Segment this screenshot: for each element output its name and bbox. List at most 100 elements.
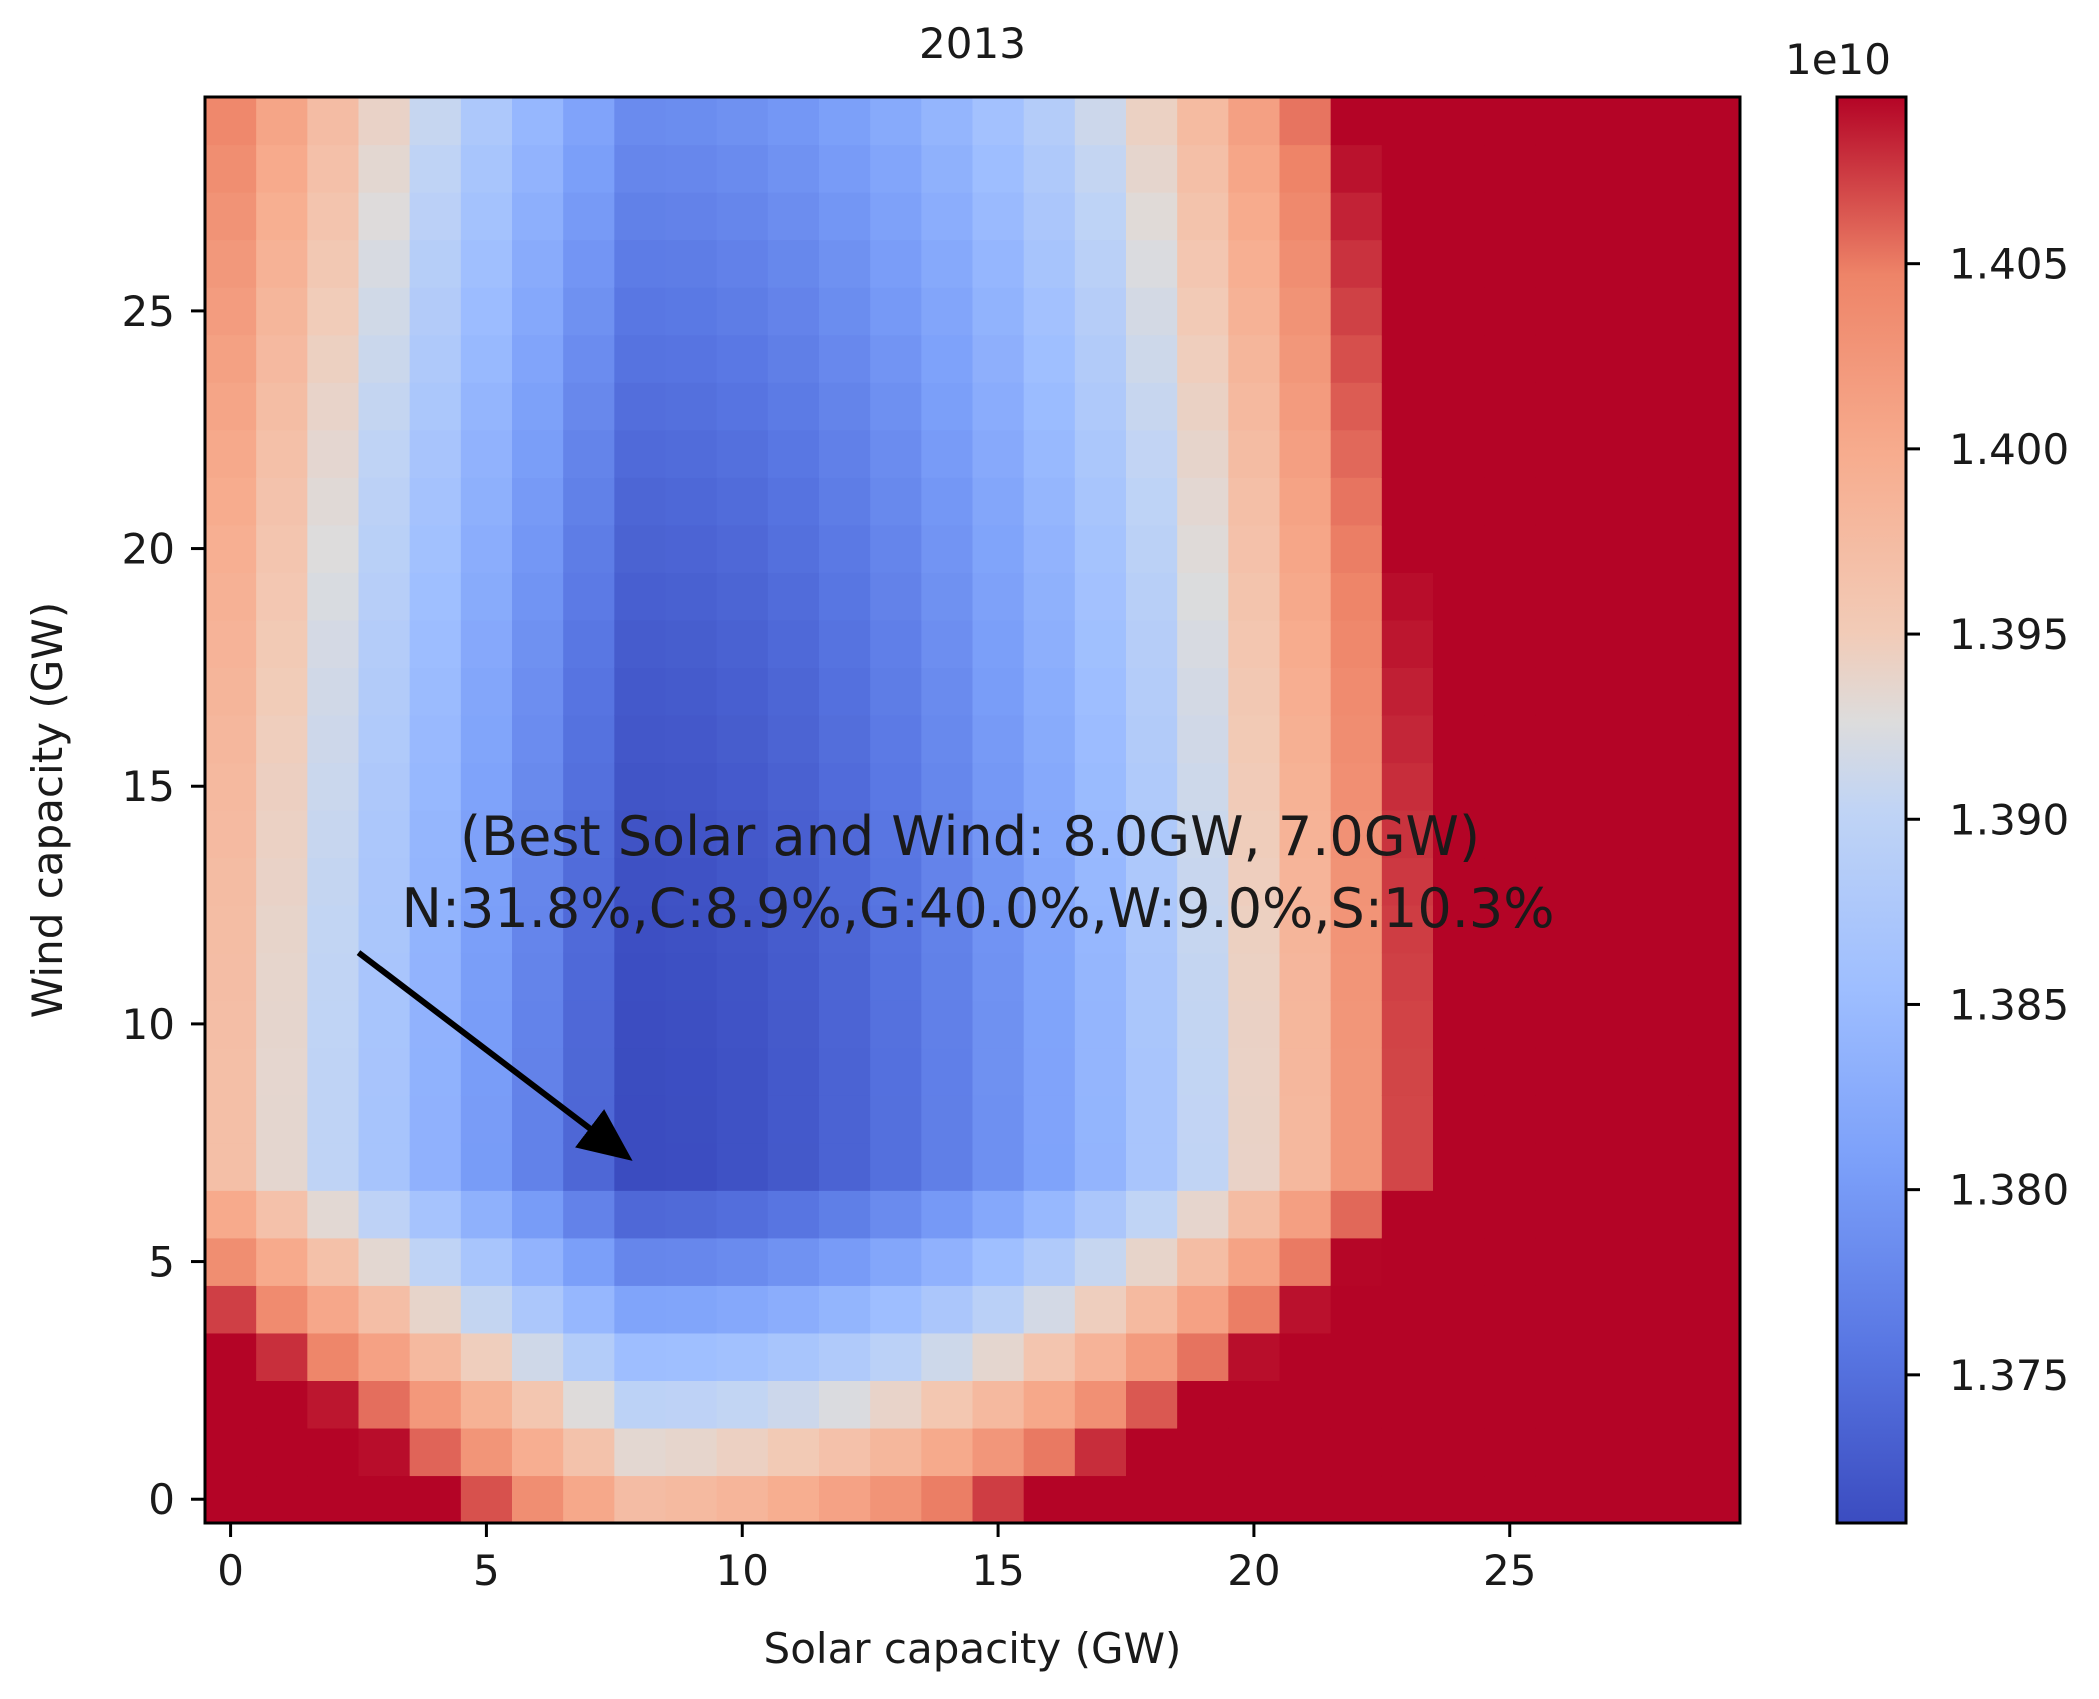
heatmap-cell [1688, 810, 1741, 859]
heatmap-cell [1177, 524, 1229, 573]
heatmap-cell [665, 857, 718, 906]
heatmap-cell [1637, 667, 1690, 716]
heatmap-cell [767, 1380, 820, 1429]
heatmap-cell [1279, 477, 1332, 526]
heatmap-cell [665, 810, 718, 859]
heatmap-cell [1330, 1285, 1383, 1334]
heatmap-cell [205, 1190, 257, 1239]
heatmap-cell [1330, 952, 1383, 1001]
heatmap-cell [1074, 952, 1127, 1001]
heatmap-cell [1433, 1475, 1485, 1524]
heatmap-cell [819, 1380, 871, 1429]
heatmap-cell [972, 857, 1025, 906]
heatmap-cell [614, 429, 667, 478]
heatmap-cell [1023, 952, 1076, 1001]
heatmap-cell [972, 287, 1025, 336]
heatmap-cell [819, 1190, 871, 1239]
heatmap-cell [1433, 192, 1485, 241]
heatmap-cell [767, 334, 820, 383]
heatmap-cell [870, 1380, 922, 1429]
heatmap-cell [1637, 952, 1690, 1001]
heatmap-cell [256, 905, 308, 954]
heatmap-cell [1381, 1190, 1434, 1239]
heatmap-cell [1381, 287, 1434, 336]
heatmap-cell [870, 619, 922, 668]
heatmap-cell [307, 192, 360, 241]
heatmap-cell [665, 1000, 718, 1049]
heatmap-cell [665, 1427, 718, 1477]
heatmap-cell [716, 1000, 769, 1049]
heatmap-cell [921, 1427, 974, 1477]
heatmap-cell [972, 1285, 1025, 1334]
heatmap-cell [1330, 1475, 1383, 1524]
heatmap-cell [1074, 524, 1127, 573]
heatmap-cell [1228, 1000, 1281, 1049]
heatmap-cell [256, 429, 308, 478]
heatmap-cell [307, 1427, 360, 1477]
heatmap-cell [972, 334, 1025, 383]
heatmap-cell [1381, 1095, 1434, 1144]
heatmap-cell [409, 287, 462, 336]
heatmap-cell [1433, 619, 1485, 668]
heatmap-cell [205, 1095, 257, 1144]
heatmap-cell [358, 1237, 411, 1286]
heatmap-cell [716, 1475, 769, 1524]
heatmap-cell [1330, 1000, 1383, 1049]
heatmap-cell [256, 1285, 308, 1334]
heatmap-cell [1433, 429, 1485, 478]
heatmap-cell [1023, 477, 1076, 526]
heatmap-cell [819, 1285, 871, 1334]
heatmap-cell [1126, 1427, 1178, 1477]
heatmap-cell [205, 572, 257, 621]
heatmap-cell [1228, 1190, 1281, 1239]
heatmap-cell [614, 857, 667, 906]
heatmap-cell [460, 524, 513, 573]
heatmap-cell [1586, 762, 1639, 811]
heatmap-cell [819, 952, 871, 1001]
heatmap-cell [1228, 97, 1281, 146]
heatmap-cell [256, 287, 308, 336]
heatmap-cell [205, 1237, 257, 1286]
heatmap-cell [1177, 477, 1229, 526]
heatmap-cell [1279, 714, 1332, 764]
heatmap-cell [819, 239, 871, 288]
heatmap-cell [409, 524, 462, 573]
heatmap-cell [1586, 810, 1639, 859]
heatmap-cell [1177, 572, 1229, 621]
colorbar-tick-label: 1.395 [1949, 610, 2069, 659]
heatmap-cell [1433, 667, 1485, 716]
heatmap-cell [460, 857, 513, 906]
heatmap-cell [921, 1047, 974, 1096]
heatmap-cell [767, 905, 820, 954]
heatmap-cell [614, 667, 667, 716]
heatmap-cell [205, 1000, 257, 1049]
heatmap-cell [409, 1427, 462, 1477]
heatmap-cell [614, 334, 667, 383]
heatmap-cell [1535, 1047, 1588, 1096]
heatmap-cell [307, 952, 360, 1001]
colorbar-tick-label: 1.375 [1949, 1351, 2069, 1400]
heatmap-cell [1637, 97, 1690, 146]
heatmap-cell [256, 810, 308, 859]
heatmap-cell [665, 714, 718, 764]
heatmap-cell [307, 905, 360, 954]
heatmap-cell [1535, 524, 1588, 573]
heatmap-cell [716, 239, 769, 288]
heatmap-cell [1023, 1000, 1076, 1049]
heatmap-cell [1484, 1047, 1536, 1096]
heatmap-cell [409, 952, 462, 1001]
heatmap-cell [1126, 619, 1178, 668]
heatmap-cell [1330, 97, 1383, 146]
heatmap-cell [358, 334, 411, 383]
heatmap-cell [1535, 97, 1588, 146]
heatmap-cell [921, 619, 974, 668]
heatmap-cell [1074, 287, 1127, 336]
heatmap-cell [921, 572, 974, 621]
heatmap-cell [1535, 1190, 1588, 1239]
heatmap-cell [1433, 1380, 1485, 1429]
heatmap-cell [1637, 524, 1690, 573]
heatmap-cell [767, 1332, 820, 1381]
heatmap-cell [1535, 810, 1588, 859]
heatmap-cell [1586, 192, 1639, 241]
heatmap-cell [716, 1095, 769, 1144]
